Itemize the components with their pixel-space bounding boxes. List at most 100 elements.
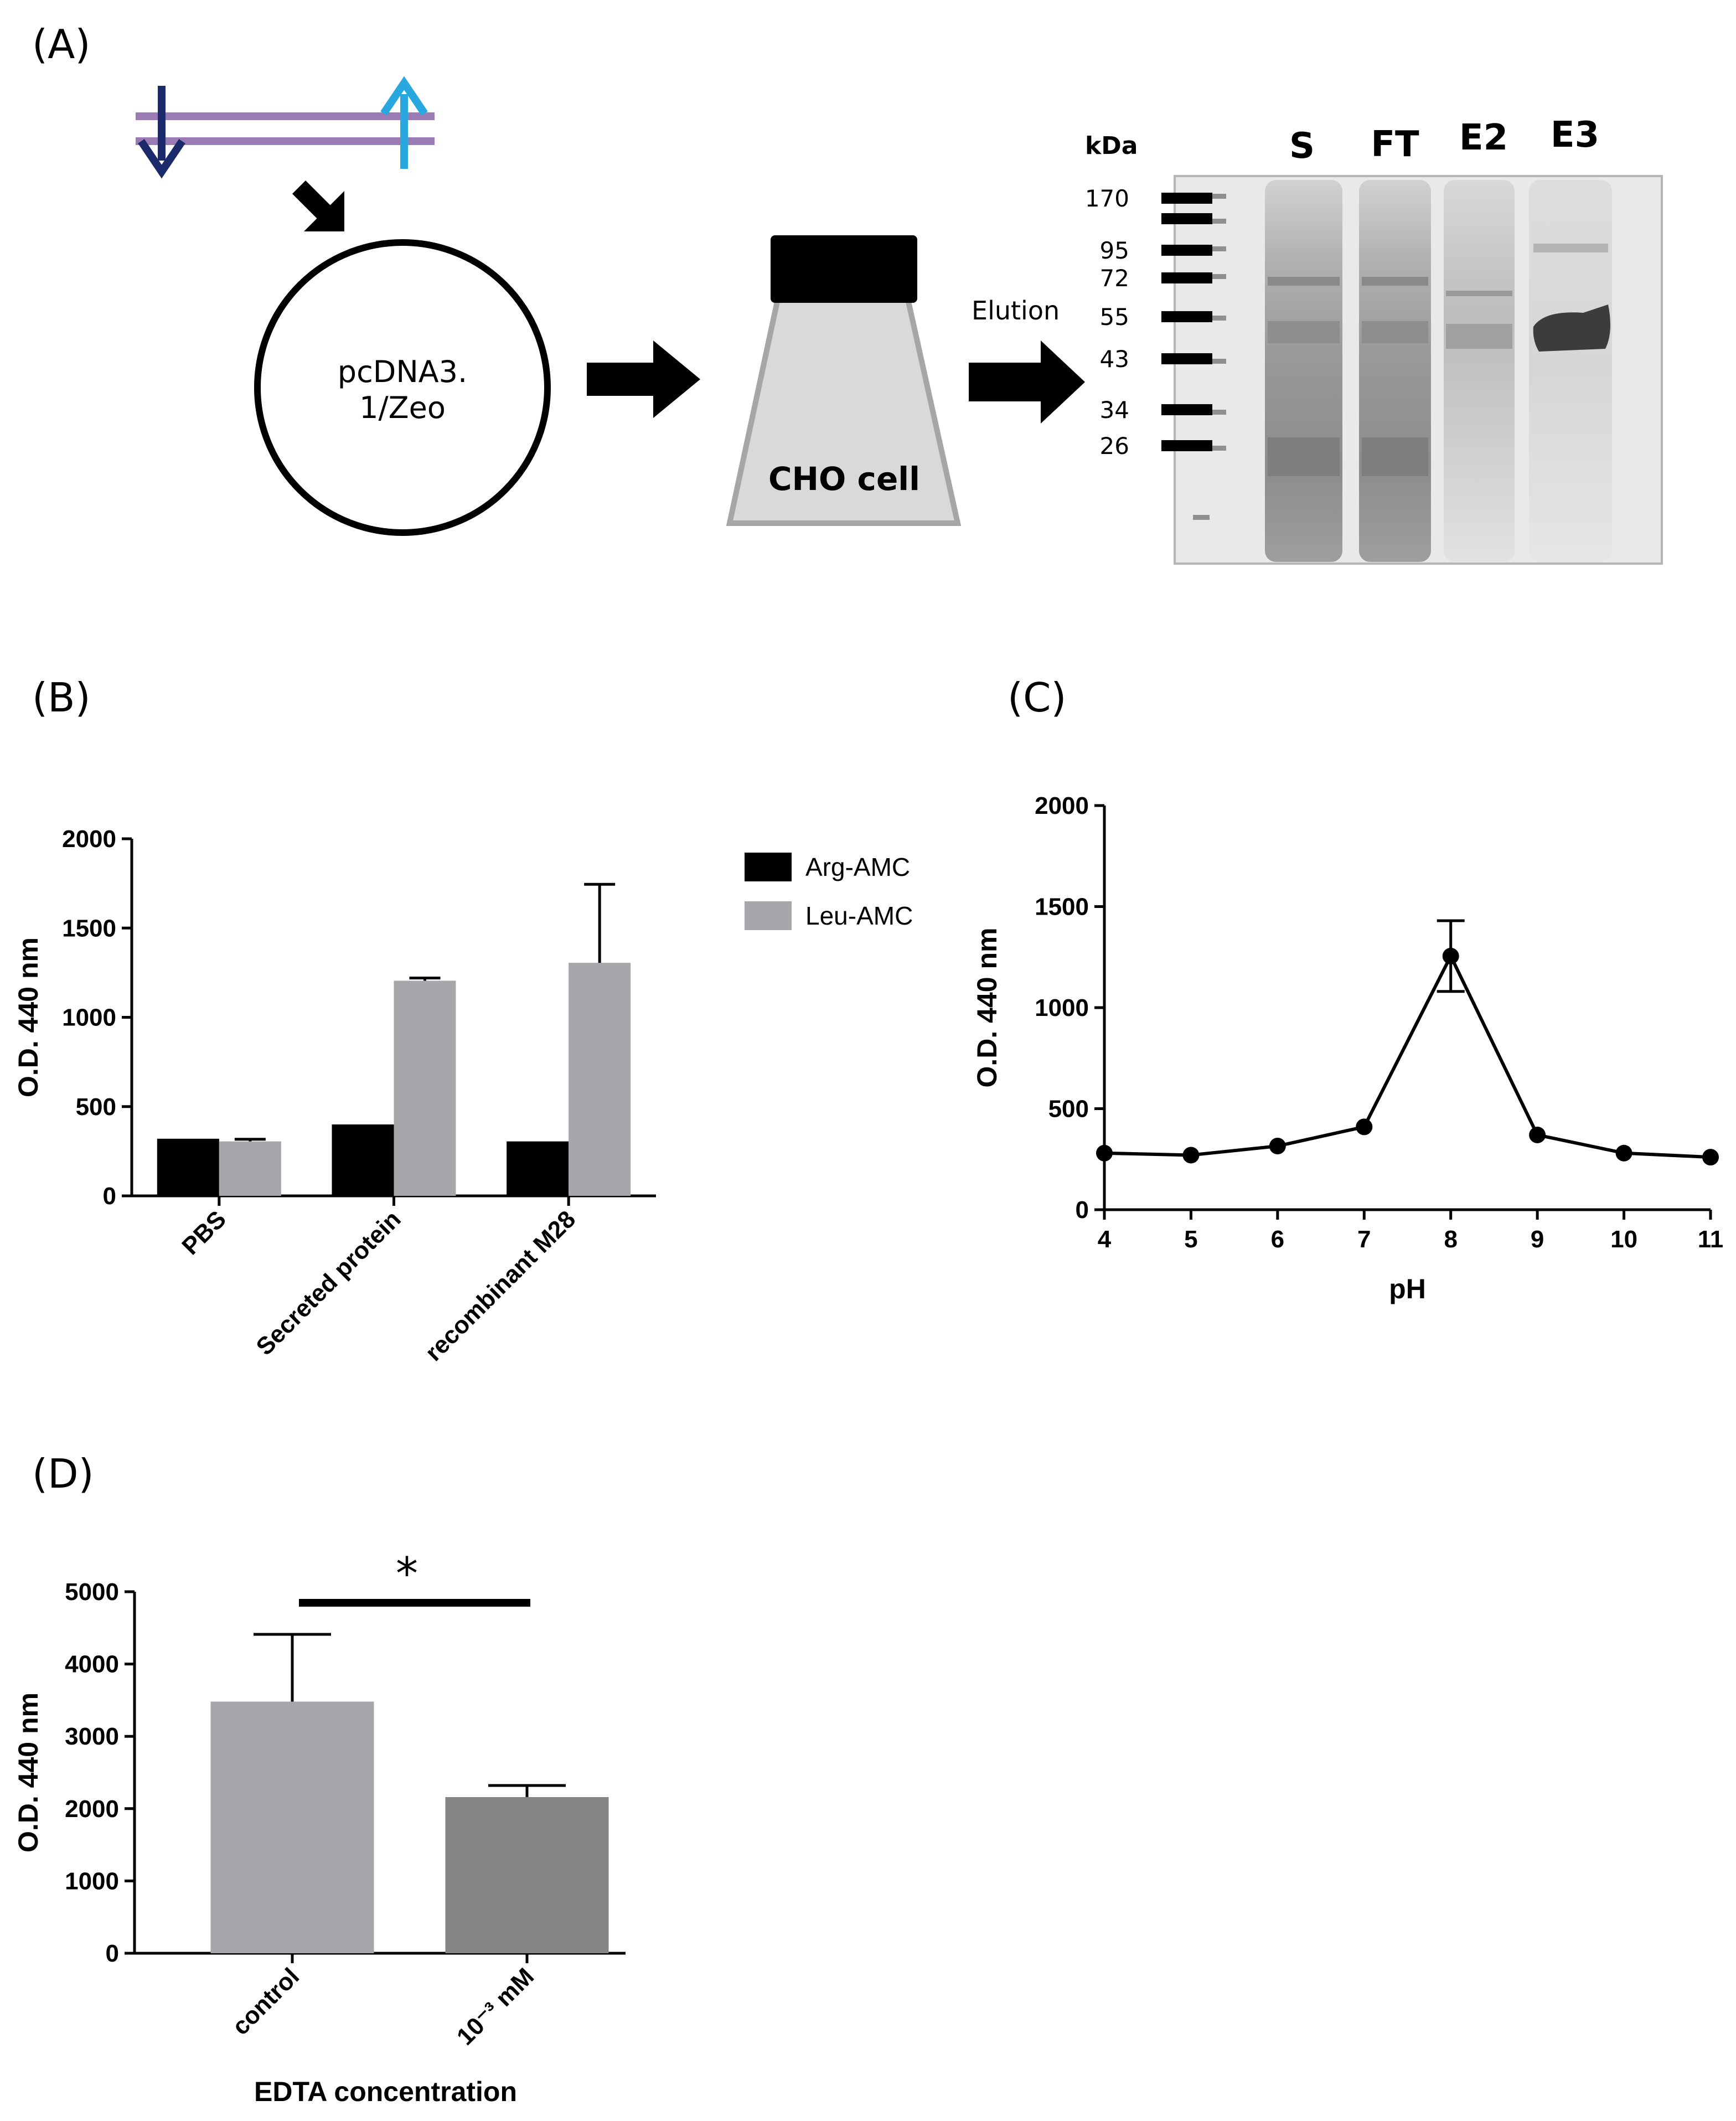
x-tick-label: recombinant M28 <box>420 1205 581 1366</box>
gel-marker-label: 43 <box>1100 345 1129 373</box>
chart-b: 0 500 1000 1500 2000 O.D. 440 nm PBS Secreted p… <box>13 825 913 1366</box>
y-tick-label: 1000 <box>65 1867 119 1895</box>
bar-leu-amc <box>219 1141 281 1196</box>
reverse-primer-arrow-icon <box>138 86 185 179</box>
x-tick-label: control <box>227 1963 304 2040</box>
gel-lane-label: E2 <box>1459 117 1508 158</box>
y-axis-title: O.D. 440 nm <box>13 1692 44 1852</box>
data-point <box>1529 1126 1546 1143</box>
arrow-to-flask-icon <box>587 340 700 418</box>
gel-band <box>1533 244 1608 252</box>
forward-primer-arrow-icon <box>380 76 428 169</box>
bar <box>445 1797 609 1953</box>
gel-marker-bar <box>1161 213 1212 224</box>
x-tick-label: 8 <box>1444 1226 1457 1253</box>
gel-band <box>1268 321 1340 343</box>
gel-marker-label: 95 <box>1100 237 1129 264</box>
x-tick-label: 7 <box>1357 1226 1371 1253</box>
data-line <box>1104 952 1711 1159</box>
y-tick-label: 0 <box>1076 1196 1089 1224</box>
data-point <box>1096 1144 1113 1162</box>
gel-marker-label: 26 <box>1100 432 1129 460</box>
bar-arg-amc <box>507 1141 569 1196</box>
x-axis-title: EDTA concentration <box>254 2076 517 2107</box>
legend-label: Arg-AMC <box>805 853 910 881</box>
gel-unit-label: kDa <box>1085 132 1138 160</box>
y-tick-label: 0 <box>103 1183 116 1210</box>
gel-image <box>1174 175 1663 565</box>
y-axis-title: O.D. 440 nm <box>13 937 44 1097</box>
gel-lane-e2 <box>1444 180 1515 562</box>
legend-swatch <box>745 901 792 930</box>
bar-leu-amc <box>569 963 631 1196</box>
x-tick-label: 6 <box>1271 1226 1284 1253</box>
data-point <box>1615 1144 1632 1162</box>
x-tick-label: 10 <box>1610 1226 1637 1253</box>
data-point <box>1182 1147 1200 1164</box>
panel-label-c: (C) <box>1008 674 1067 721</box>
x-tick-label: 9 <box>1531 1226 1544 1253</box>
gel-band <box>1446 324 1512 349</box>
bar-arg-amc <box>157 1138 219 1196</box>
gel-lane-label-group: S FT E2 E3 <box>1289 115 1599 167</box>
gel-band <box>1268 277 1340 286</box>
plasmid-label-line1: pcDNA3. <box>338 354 467 389</box>
elution-label: Elution <box>972 296 1060 326</box>
bar-arg-amc <box>332 1124 394 1196</box>
gel-marker-bar <box>1161 440 1212 451</box>
x-tick-label: 11 <box>1698 1226 1724 1253</box>
y-tick-label: 500 <box>1048 1096 1089 1123</box>
gel-lane-e3 <box>1529 180 1612 562</box>
y-tick-label: 500 <box>76 1093 116 1121</box>
gel-marker-label: 34 <box>1100 396 1129 424</box>
gel-band <box>1446 291 1512 296</box>
data-point <box>1442 947 1459 964</box>
y-axis-title: O.D. 440 nm <box>972 928 1003 1088</box>
gel-band <box>1268 437 1340 476</box>
x-axis-title: pH <box>1389 1273 1426 1304</box>
gel-marker-bar <box>1161 311 1212 322</box>
y-tick-label: 0 <box>106 1940 119 1967</box>
chart-d: 0 1000 2000 3000 4000 5000 O.D. 440 nm control 1… <box>13 1548 626 2107</box>
y-tick-label: 5000 <box>65 1578 119 1606</box>
y-tick-label: 3000 <box>65 1723 119 1750</box>
gel-lane-label: E3 <box>1551 115 1599 156</box>
panel-label-a: (A) <box>32 21 91 68</box>
x-tick-label: PBS <box>177 1205 231 1260</box>
y-tick-label: 2000 <box>62 825 116 853</box>
gel-band <box>1362 437 1428 476</box>
flask-label: CHO cell <box>768 460 920 498</box>
plasmid-label-line2: 1/Zeo <box>359 390 446 425</box>
gel-marker-bar <box>1161 404 1212 415</box>
y-tick-label: 1500 <box>62 915 116 942</box>
legend-label: Leu-AMC <box>805 901 913 930</box>
y-tick-label: 1000 <box>1035 994 1089 1021</box>
x-tick-label: Secreted protein <box>251 1205 406 1360</box>
legend-swatch <box>745 853 792 881</box>
gel-lane-label: FT <box>1371 124 1419 165</box>
panel-label-b: (B) <box>32 674 91 721</box>
data-point <box>1702 1149 1719 1166</box>
y-tick-label: 4000 <box>65 1651 119 1678</box>
y-tick-label: 2000 <box>1035 792 1089 819</box>
gel-lane-s <box>1265 180 1342 562</box>
elution-arrow-icon <box>969 340 1085 424</box>
gel-marker-label: 55 <box>1100 303 1129 331</box>
plasmid-circle <box>254 239 551 536</box>
data-point <box>1269 1138 1286 1155</box>
significance-marker: * <box>396 1548 418 1599</box>
data-point <box>1356 1118 1373 1136</box>
panel-label-d: (D) <box>32 1451 94 1497</box>
x-tick-label: 10⁻³ mM <box>452 1963 539 2050</box>
y-tick-label: 1500 <box>1035 894 1089 921</box>
gel-marker-bar <box>1161 245 1212 256</box>
chart-c: 0 500 1000 1500 2000 O.D. 440 nm 4 5 6 7 8 9 10 11 pH <box>972 792 1723 1304</box>
bar <box>210 1701 374 1953</box>
panel-a-diagram: pcDNA3. 1/Zeo CHO cell Elution <box>136 76 1085 536</box>
x-tick-label: 4 <box>1098 1226 1112 1253</box>
insert-arrow-icon <box>292 180 344 231</box>
gel-band <box>1362 321 1428 343</box>
gel-lane-label: S <box>1289 126 1315 167</box>
gel-marker-label: 170 <box>1085 185 1129 212</box>
